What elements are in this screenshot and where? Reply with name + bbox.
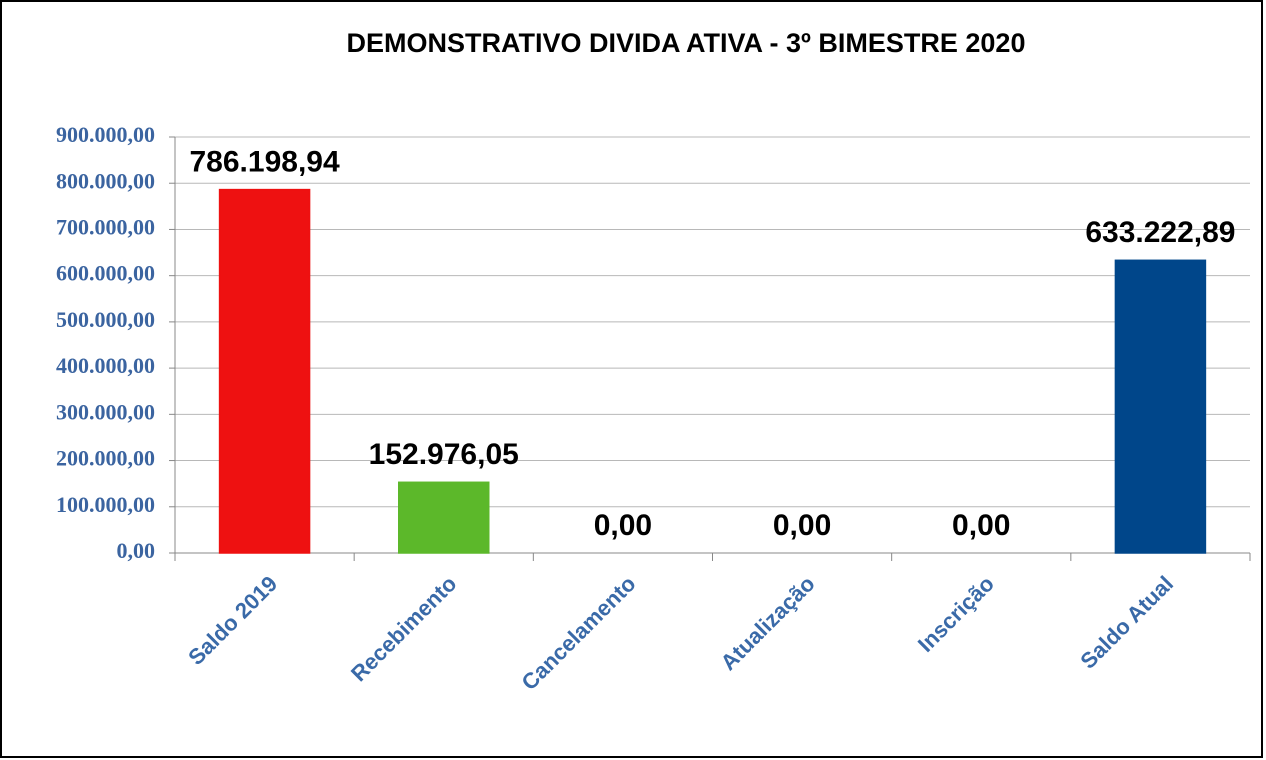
y-tick-label: 200.000,00	[56, 446, 155, 471]
data-label: 633.222,89	[1085, 216, 1235, 249]
bar	[398, 481, 490, 554]
y-tick-label: 300.000,00	[56, 399, 155, 424]
bar	[218, 188, 311, 554]
data-label: 152.976,05	[369, 438, 519, 471]
y-tick-label: 400.000,00	[56, 353, 155, 378]
y-tick-label: 600.000,00	[56, 261, 155, 286]
y-tick-label: 900.000,00	[56, 122, 155, 147]
y-tick-label: 800.000,00	[56, 168, 155, 193]
bar	[1114, 259, 1207, 554]
data-label: 786.198,94	[190, 146, 340, 179]
y-tick-label: 0,00	[117, 538, 156, 563]
data-label: 0,00	[952, 509, 1010, 542]
data-label: 0,00	[594, 509, 652, 542]
y-tick-label: 700.000,00	[56, 214, 155, 239]
y-tick-label: 500.000,00	[56, 307, 155, 332]
data-label: 0,00	[773, 509, 831, 542]
y-tick-label: 100.000,00	[56, 492, 155, 517]
chart-title: DEMONSTRATIVO DIVIDA ATIVA - 3º BIMESTRE…	[347, 28, 1026, 58]
